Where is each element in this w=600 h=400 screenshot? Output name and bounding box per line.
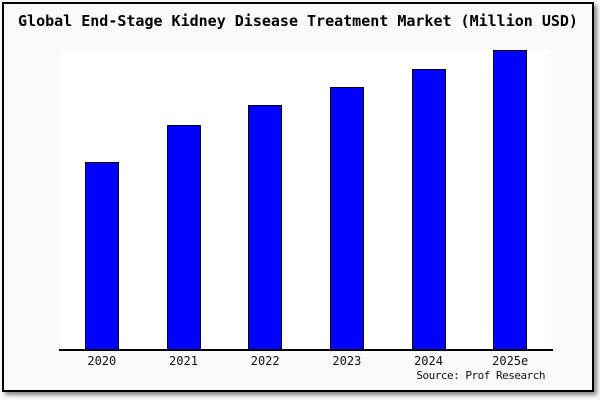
bar-band-2024	[388, 50, 470, 349]
x-tick-label-2021: 2021	[169, 354, 198, 368]
chart-title: Global End-Stage Kidney Disease Treatmen…	[18, 12, 578, 30]
chart-frame: Global End-Stage Kidney Disease Treatmen…	[2, 2, 594, 392]
bar-band-2021	[143, 50, 225, 349]
source-note: Source: Prof Research	[416, 369, 545, 382]
plot-area	[61, 50, 551, 349]
bar-band-2022	[224, 50, 306, 349]
x-axis-labels: 2020 2021 2022 2023 2024 2025e	[61, 354, 551, 368]
x-tick-label-2023: 2023	[332, 354, 362, 368]
bar-band-2023	[306, 50, 388, 349]
bar-2020	[84, 162, 119, 349]
x-tick-label-2025e: 2025e	[492, 354, 529, 368]
bar-2022	[248, 105, 283, 349]
bar-2023	[329, 87, 364, 349]
bar-2024	[411, 69, 446, 349]
x-tick-label-2024: 2024	[414, 354, 443, 368]
x-axis-line	[59, 349, 553, 351]
bar-band-2025e	[469, 50, 551, 349]
bar-2025e	[493, 50, 528, 349]
x-tick-label-2020: 2020	[87, 354, 117, 368]
bars-row	[61, 50, 551, 349]
bar-2021	[166, 125, 201, 349]
x-tick-label-2022: 2022	[250, 354, 280, 368]
bar-band-2020	[61, 50, 143, 349]
